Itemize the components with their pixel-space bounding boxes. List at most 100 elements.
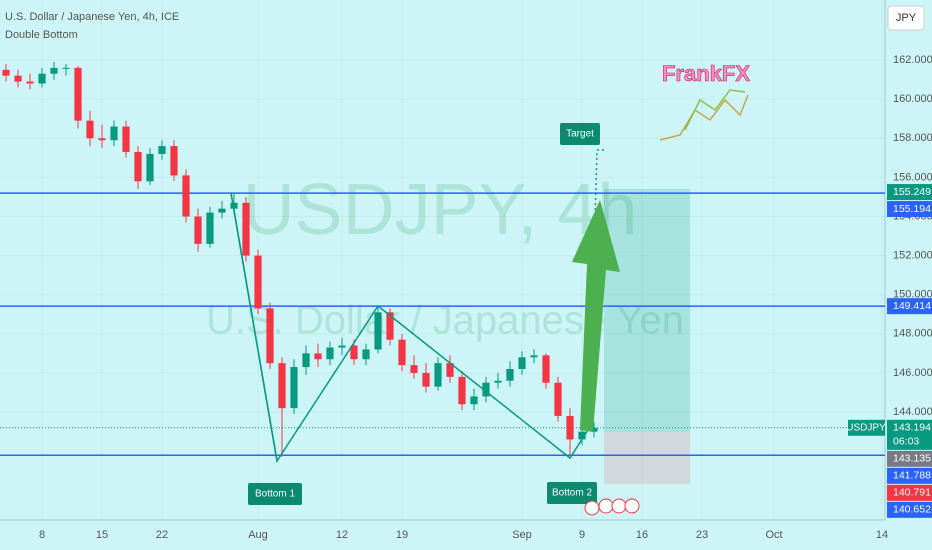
event-icon[interactable] <box>611 498 627 514</box>
candle-body <box>590 427 598 432</box>
candle-body <box>494 380 502 383</box>
candle-body <box>242 202 250 256</box>
price-tag-label: 140.652 <box>893 504 931 516</box>
candle-body <box>554 382 562 416</box>
price-tag-label: 141.788 <box>893 470 931 482</box>
x-tick-label: 12 <box>336 529 348 541</box>
x-tick-label: 14 <box>876 529 888 541</box>
candle-body <box>326 347 334 360</box>
candle-body <box>506 369 514 381</box>
price-tag <box>887 298 932 315</box>
arrow <box>572 200 620 432</box>
candle-body <box>410 365 418 373</box>
candle-body <box>350 345 358 360</box>
price-tag-label: 143.194 <box>893 422 931 434</box>
candle-body <box>266 308 274 364</box>
price-tag <box>887 184 932 201</box>
event-icon[interactable] <box>584 500 600 516</box>
x-tick-label: 9 <box>579 529 585 541</box>
y-tick-label: 160.000 <box>893 93 932 105</box>
price-tag <box>887 484 932 501</box>
grid <box>0 0 885 520</box>
currency-button[interactable] <box>887 5 925 31</box>
candle-body <box>542 355 550 383</box>
y-tick-label: 144.000 <box>893 406 932 418</box>
logo-line <box>684 89 746 131</box>
price-tag-label: 155.249 <box>893 186 931 198</box>
candle-body <box>338 345 346 348</box>
candle-body <box>2 69 10 76</box>
candle-body <box>110 126 118 141</box>
candle-body <box>86 120 94 139</box>
candle-body <box>398 339 406 366</box>
candle-body <box>98 138 106 141</box>
price-tag <box>887 467 932 484</box>
candle-body <box>38 73 46 84</box>
candle-body <box>482 382 490 397</box>
candle-body <box>26 81 34 84</box>
y-tick-label: 152.000 <box>893 250 932 262</box>
candle-body <box>530 355 538 358</box>
candle-body <box>122 126 130 152</box>
event-icon[interactable] <box>598 498 614 514</box>
y-tick-label: 148.000 <box>893 328 932 340</box>
candle-body <box>290 367 298 409</box>
candle-body <box>302 353 310 368</box>
candle-body <box>62 67 70 69</box>
price-tag-label: 140.791 <box>893 487 931 499</box>
symbol-tag <box>848 419 885 436</box>
candle-body <box>566 415 574 440</box>
target-label: Target <box>566 129 594 140</box>
price-tag <box>887 501 932 518</box>
bottom2-label: Bottom 2 <box>552 488 592 499</box>
loss-zone <box>604 432 690 484</box>
candle-body <box>374 312 382 350</box>
candle-body <box>230 202 238 209</box>
indicator-name: Double Bottom <box>5 29 78 41</box>
candle-body <box>254 255 262 309</box>
candle-body <box>434 363 442 387</box>
candle-body <box>14 75 22 82</box>
candle-body <box>578 431 586 440</box>
candle-body <box>422 372 430 387</box>
symbol-tag-label: USDJPY <box>846 422 886 433</box>
target-box <box>560 123 600 145</box>
y-tick-label: 146.000 <box>893 367 932 379</box>
event-icon[interactable] <box>624 498 640 514</box>
candle-body <box>386 312 394 340</box>
bottom1-box <box>248 483 302 505</box>
candle-body <box>158 146 166 154</box>
candle-body <box>446 363 454 377</box>
levels <box>0 192 885 457</box>
candle-body <box>458 376 466 405</box>
x-tick-label: 22 <box>156 529 168 541</box>
x-tick-label: 19 <box>396 529 408 541</box>
y-tick-label: 158.000 <box>893 132 932 144</box>
price-tag-label: 143.135 <box>893 453 931 465</box>
candle-body <box>314 353 322 360</box>
y-tick-label: 156.000 <box>893 171 932 183</box>
x-tick-label: 23 <box>696 529 708 541</box>
y-tick-label: 150.000 <box>893 289 932 301</box>
price-tag <box>887 450 932 467</box>
price-tag-label: 149.414 <box>893 300 931 312</box>
x-tick-label: Oct <box>765 529 782 541</box>
price-tag-timer: 06:03 <box>893 436 919 448</box>
y-tick-label: 162.000 <box>893 54 932 66</box>
x-tick-label: 8 <box>39 529 45 541</box>
candle-body <box>170 146 178 176</box>
candle-body <box>50 67 58 74</box>
event-icons[interactable] <box>584 498 640 516</box>
candle-body <box>146 153 154 182</box>
candle-body <box>182 175 190 217</box>
price-tag <box>887 201 932 218</box>
logo: FrankFX <box>662 61 750 86</box>
currency-label: JPY <box>896 12 917 24</box>
x-tick-label: 15 <box>96 529 108 541</box>
candle-body <box>362 349 370 360</box>
candle-body <box>206 212 214 244</box>
candle-body <box>470 396 478 405</box>
candles <box>2 61 598 458</box>
x-tick-label: 16 <box>636 529 648 541</box>
